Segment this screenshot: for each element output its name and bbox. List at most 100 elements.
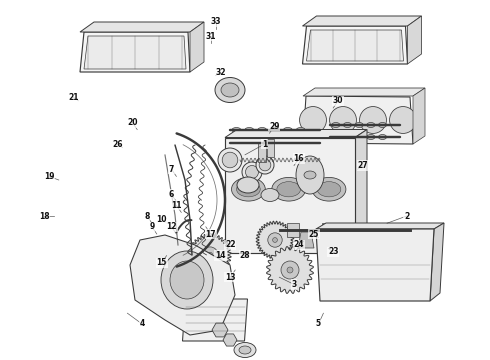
- Bar: [357, 223, 369, 237]
- Ellipse shape: [170, 261, 204, 299]
- Circle shape: [272, 238, 277, 242]
- Text: 26: 26: [112, 140, 123, 149]
- Circle shape: [268, 233, 282, 247]
- Text: 4: 4: [140, 320, 145, 328]
- Polygon shape: [408, 16, 421, 64]
- Ellipse shape: [232, 140, 241, 145]
- Bar: [267, 139, 273, 157]
- Text: 16: 16: [294, 154, 304, 163]
- Polygon shape: [182, 299, 247, 341]
- Text: 11: 11: [171, 201, 182, 210]
- Ellipse shape: [258, 140, 267, 145]
- Polygon shape: [80, 22, 204, 32]
- Polygon shape: [130, 235, 235, 335]
- Text: 21: 21: [68, 93, 79, 102]
- Circle shape: [259, 159, 271, 171]
- Text: 31: 31: [205, 32, 216, 41]
- Polygon shape: [225, 130, 367, 138]
- Circle shape: [245, 166, 259, 179]
- Text: 24: 24: [294, 240, 304, 249]
- Polygon shape: [302, 26, 408, 64]
- Polygon shape: [355, 130, 367, 252]
- Circle shape: [287, 267, 293, 273]
- Text: 30: 30: [333, 96, 343, 105]
- Ellipse shape: [296, 156, 324, 194]
- Ellipse shape: [378, 122, 387, 127]
- Ellipse shape: [332, 122, 340, 127]
- Text: 3: 3: [292, 280, 296, 289]
- Ellipse shape: [161, 251, 213, 309]
- Circle shape: [222, 152, 238, 168]
- Polygon shape: [430, 223, 444, 301]
- Ellipse shape: [367, 135, 375, 140]
- Polygon shape: [212, 323, 228, 337]
- Text: 7: 7: [169, 165, 174, 174]
- Polygon shape: [298, 232, 314, 248]
- Ellipse shape: [355, 122, 363, 127]
- Ellipse shape: [215, 77, 245, 103]
- Text: 17: 17: [205, 230, 216, 239]
- Ellipse shape: [237, 182, 260, 197]
- Ellipse shape: [234, 342, 256, 357]
- Text: 22: 22: [225, 240, 236, 249]
- Circle shape: [207, 252, 213, 258]
- Bar: [258, 142, 266, 162]
- Ellipse shape: [296, 140, 305, 145]
- Ellipse shape: [261, 189, 279, 202]
- Text: 8: 8: [145, 212, 149, 220]
- Text: 20: 20: [127, 118, 138, 127]
- Ellipse shape: [277, 182, 300, 197]
- Ellipse shape: [332, 135, 340, 140]
- Ellipse shape: [239, 346, 251, 354]
- Ellipse shape: [221, 83, 239, 97]
- Circle shape: [242, 162, 262, 182]
- Ellipse shape: [378, 135, 387, 140]
- Text: 13: 13: [225, 273, 236, 282]
- Text: 14: 14: [215, 251, 226, 260]
- Ellipse shape: [304, 171, 316, 179]
- Ellipse shape: [272, 177, 306, 201]
- Ellipse shape: [245, 127, 254, 132]
- Ellipse shape: [317, 182, 341, 197]
- Polygon shape: [267, 247, 314, 293]
- Circle shape: [256, 156, 274, 174]
- Polygon shape: [302, 16, 421, 26]
- Circle shape: [299, 107, 326, 134]
- Circle shape: [390, 107, 416, 134]
- Bar: [392, 223, 404, 237]
- Text: 23: 23: [328, 248, 339, 256]
- Polygon shape: [413, 88, 425, 144]
- Circle shape: [218, 148, 242, 172]
- Ellipse shape: [296, 127, 305, 132]
- Polygon shape: [84, 36, 186, 69]
- Text: 15: 15: [156, 258, 167, 267]
- Bar: [322, 223, 334, 237]
- Ellipse shape: [258, 127, 267, 132]
- Circle shape: [281, 261, 299, 279]
- Text: 12: 12: [166, 222, 177, 231]
- Ellipse shape: [231, 177, 265, 201]
- Text: 2: 2: [404, 212, 409, 220]
- Text: 10: 10: [156, 215, 167, 224]
- Ellipse shape: [343, 122, 352, 127]
- Polygon shape: [303, 96, 413, 144]
- Bar: [287, 223, 299, 237]
- Text: 1: 1: [262, 140, 267, 149]
- Circle shape: [330, 107, 356, 134]
- Ellipse shape: [283, 127, 293, 132]
- Ellipse shape: [343, 135, 352, 140]
- Ellipse shape: [270, 127, 279, 132]
- Polygon shape: [190, 22, 204, 72]
- Polygon shape: [307, 30, 403, 61]
- Text: 28: 28: [240, 251, 250, 260]
- Polygon shape: [371, 232, 387, 248]
- Text: 27: 27: [357, 161, 368, 170]
- Ellipse shape: [312, 177, 346, 201]
- Ellipse shape: [367, 122, 375, 127]
- Ellipse shape: [232, 127, 241, 132]
- Text: 5: 5: [316, 320, 321, 328]
- Text: 6: 6: [169, 190, 174, 199]
- Polygon shape: [256, 221, 294, 259]
- Text: 32: 32: [215, 68, 226, 77]
- Circle shape: [360, 107, 387, 134]
